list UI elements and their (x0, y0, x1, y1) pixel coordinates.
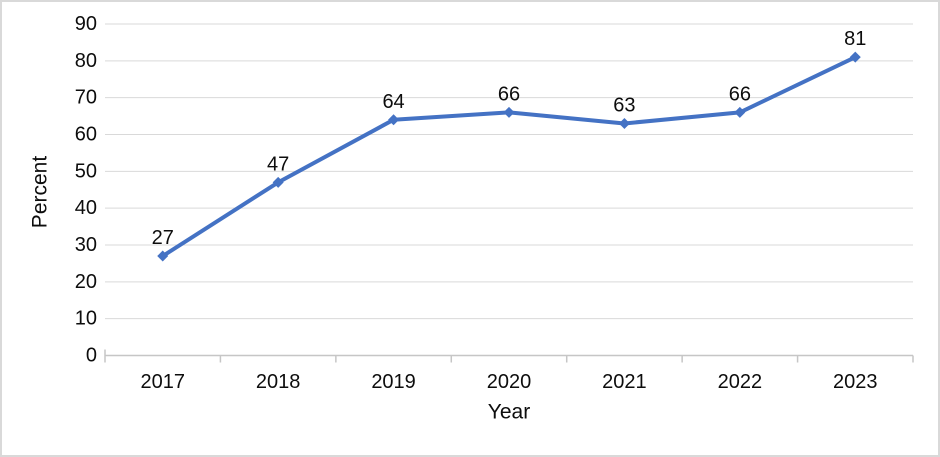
y-tick-label-40: 40 (75, 197, 97, 219)
data-point-2023 (849, 51, 861, 63)
data-point-2019 (388, 114, 400, 126)
data-point-2017 (157, 250, 169, 262)
data-point-2021 (618, 117, 630, 129)
x-tick-label-2021: 2021 (602, 371, 647, 393)
y-axis-title: Percent (28, 155, 52, 229)
x-tick-label-2017: 2017 (140, 371, 185, 393)
y-tick-label-0: 0 (86, 345, 97, 367)
x-tick-label-2020: 2020 (487, 371, 532, 393)
data-label-2023: 81 (844, 28, 866, 50)
y-tick-label-60: 60 (75, 124, 97, 146)
data-point-2022 (734, 106, 746, 118)
x-tick-label-2018: 2018 (256, 371, 301, 393)
data-label-2018: 47 (267, 153, 289, 175)
y-tick-label-50: 50 (75, 160, 97, 182)
y-tick-label-70: 70 (75, 87, 97, 109)
x-tick-label-2022: 2022 (718, 371, 763, 393)
y-tick-label-10: 10 (75, 308, 97, 330)
y-tick-label-80: 80 (75, 50, 97, 72)
data-point-2020 (503, 106, 515, 118)
data-label-2019: 64 (382, 91, 404, 113)
x-axis-title: Year (487, 400, 531, 424)
data-label-2022: 66 (729, 83, 751, 105)
data-point-2018 (272, 176, 284, 188)
x-tick-label-2023: 2023 (833, 371, 878, 393)
y-tick-label-20: 20 (75, 271, 97, 293)
data-label-2021: 63 (613, 94, 635, 116)
data-label-2020: 66 (498, 83, 520, 105)
y-tick-label-90: 90 (75, 13, 97, 35)
y-tick-label-30: 30 (75, 234, 97, 256)
data-label-2017: 27 (152, 227, 174, 249)
x-tick-label-2019: 2019 (371, 371, 416, 393)
